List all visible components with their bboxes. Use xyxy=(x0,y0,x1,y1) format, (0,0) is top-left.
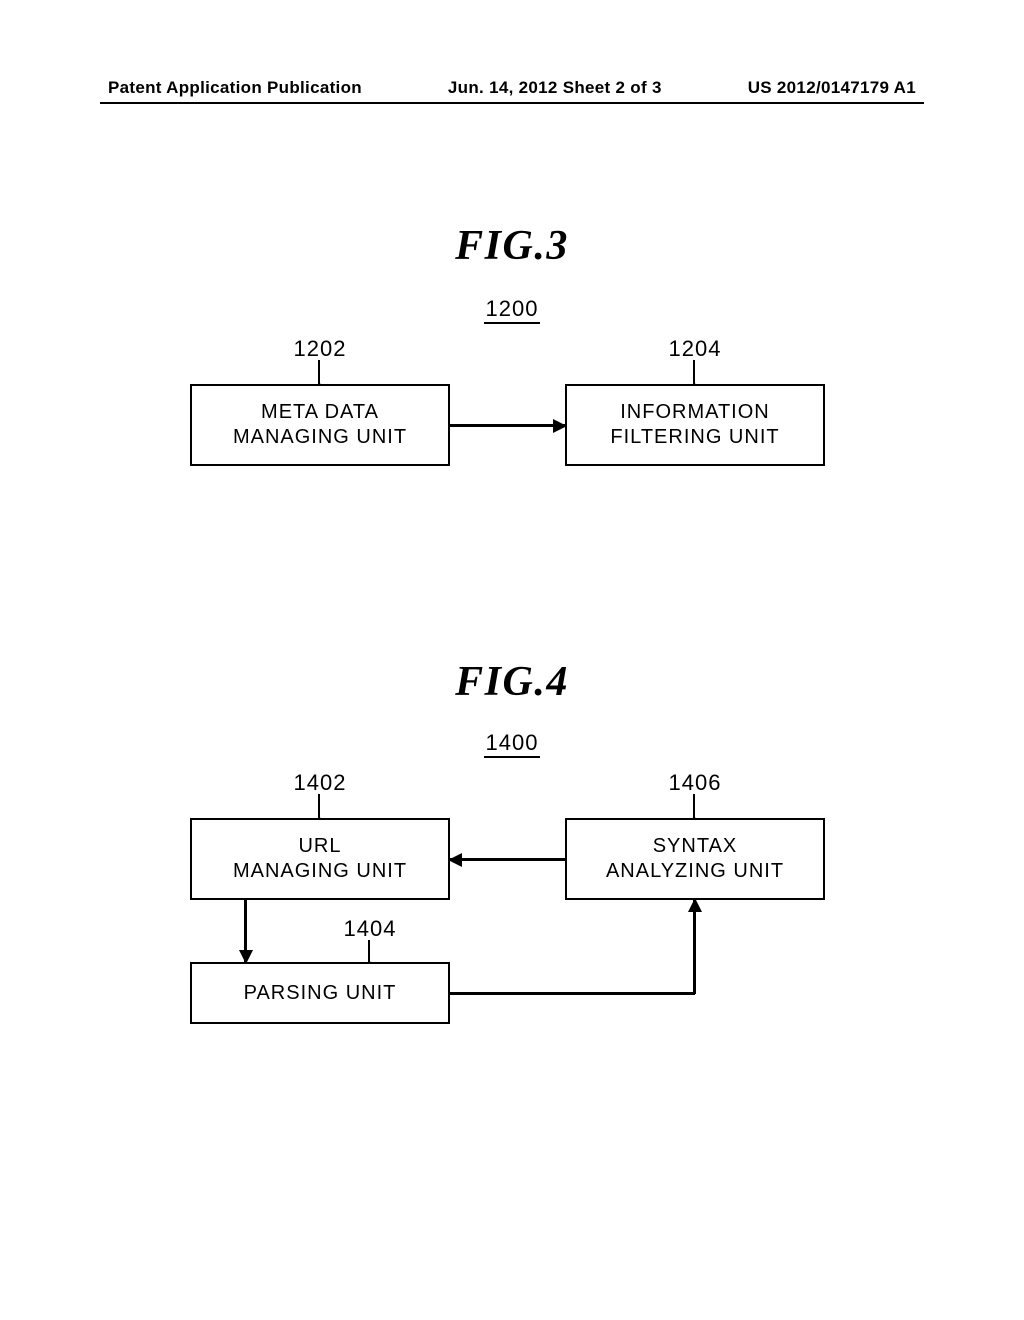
figure-4-title: FIG.4 xyxy=(0,658,1024,706)
figure-3-group-ref: 1200 xyxy=(0,296,1024,322)
fig3-arrow-a-to-b xyxy=(450,424,565,427)
fig4-block-b-line2: ANALYZING UNIT xyxy=(567,859,823,884)
fig4-syntax-analyzing-unit: SYNTAX ANALYZING UNIT xyxy=(565,818,825,900)
fig4-block-b-line1: SYNTAX xyxy=(567,834,823,859)
fig4-block-c-ref: 1404 xyxy=(340,916,400,942)
figure-3: 1202 META DATA MANAGING UNIT 1204 INFORM… xyxy=(0,330,1024,530)
fig4-arrow-c-to-b-horizontal xyxy=(450,992,695,995)
fig3-block-a-ref-leader xyxy=(318,360,320,384)
figure-3-title: FIG.3 xyxy=(0,222,1024,270)
fig4-block-a-line2: MANAGING UNIT xyxy=(192,859,448,884)
fig4-block-c-line1: PARSING UNIT xyxy=(192,981,448,1006)
fig4-arrow-b-to-a xyxy=(450,858,565,861)
fig4-block-b-ref: 1406 xyxy=(665,770,725,796)
fig4-block-a-ref-leader xyxy=(318,794,320,818)
fig3-block-b-line1: INFORMATION xyxy=(567,400,823,425)
fig3-block-a-line2: MANAGING UNIT xyxy=(192,425,448,450)
header-date-sheet: Jun. 14, 2012 Sheet 2 of 3 xyxy=(448,78,662,98)
fig4-parsing-unit: PARSING UNIT xyxy=(190,962,450,1024)
header-publication-label: Patent Application Publication xyxy=(108,78,362,98)
fig4-arrow-a-to-c xyxy=(244,900,247,962)
fig3-meta-data-managing-unit: META DATA MANAGING UNIT xyxy=(190,384,450,466)
figure-4-group-ref-value: 1400 xyxy=(484,730,541,758)
fig4-block-b-ref-leader xyxy=(693,794,695,818)
fig4-block-a-line1: URL xyxy=(192,834,448,859)
fig4-block-c-ref-leader xyxy=(368,940,370,962)
figure-3-group-ref-value: 1200 xyxy=(484,296,541,324)
fig3-block-b-ref: 1204 xyxy=(665,336,725,362)
header-rule xyxy=(100,102,924,104)
fig3-block-b-ref-leader xyxy=(693,360,695,384)
page-header: Patent Application Publication Jun. 14, … xyxy=(108,78,916,98)
fig3-information-filtering-unit: INFORMATION FILTERING UNIT xyxy=(565,384,825,466)
fig3-block-a-ref: 1202 xyxy=(290,336,350,362)
header-patent-number: US 2012/0147179 A1 xyxy=(748,78,916,98)
fig4-arrow-c-to-b-vertical xyxy=(693,900,696,994)
fig4-url-managing-unit: URL MANAGING UNIT xyxy=(190,818,450,900)
figure-4-group-ref: 1400 xyxy=(0,730,1024,756)
fig4-block-a-ref: 1402 xyxy=(290,770,350,796)
fig3-block-b-line2: FILTERING UNIT xyxy=(567,425,823,450)
page: Patent Application Publication Jun. 14, … xyxy=(0,0,1024,1320)
figure-4: 1402 URL MANAGING UNIT 1406 SYNTAX ANALY… xyxy=(0,764,1024,1124)
fig3-block-a-line1: META DATA xyxy=(192,400,448,425)
